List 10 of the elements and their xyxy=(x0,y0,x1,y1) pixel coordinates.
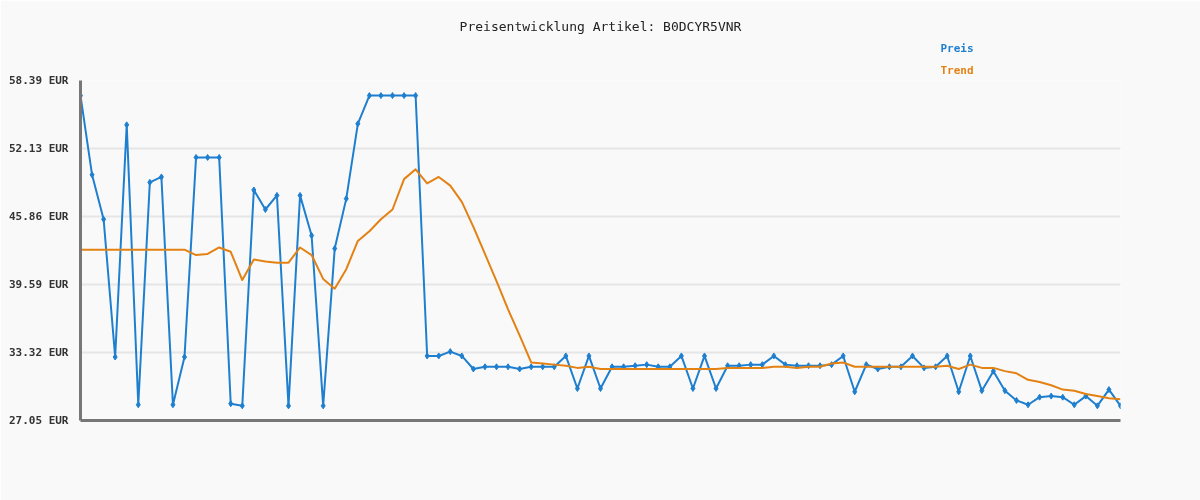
y-tick-label: 33.32 EUR xyxy=(8,345,69,359)
y-tick-label: 52.13 EUR xyxy=(8,141,69,155)
chart-title: Preisentwicklung Artikel: B0DCYR5VNR xyxy=(459,18,742,34)
y-tick-label: 45.86 EUR xyxy=(8,209,69,223)
text: Preis xyxy=(940,42,974,55)
y-tick-label: 58.39 EUR xyxy=(8,74,69,87)
line-series xyxy=(80,168,1121,401)
y-tick-label: 27.05 EUR xyxy=(8,414,69,427)
y-tick-label: 39.59 EUR xyxy=(8,277,69,291)
text: Trend xyxy=(940,64,974,77)
